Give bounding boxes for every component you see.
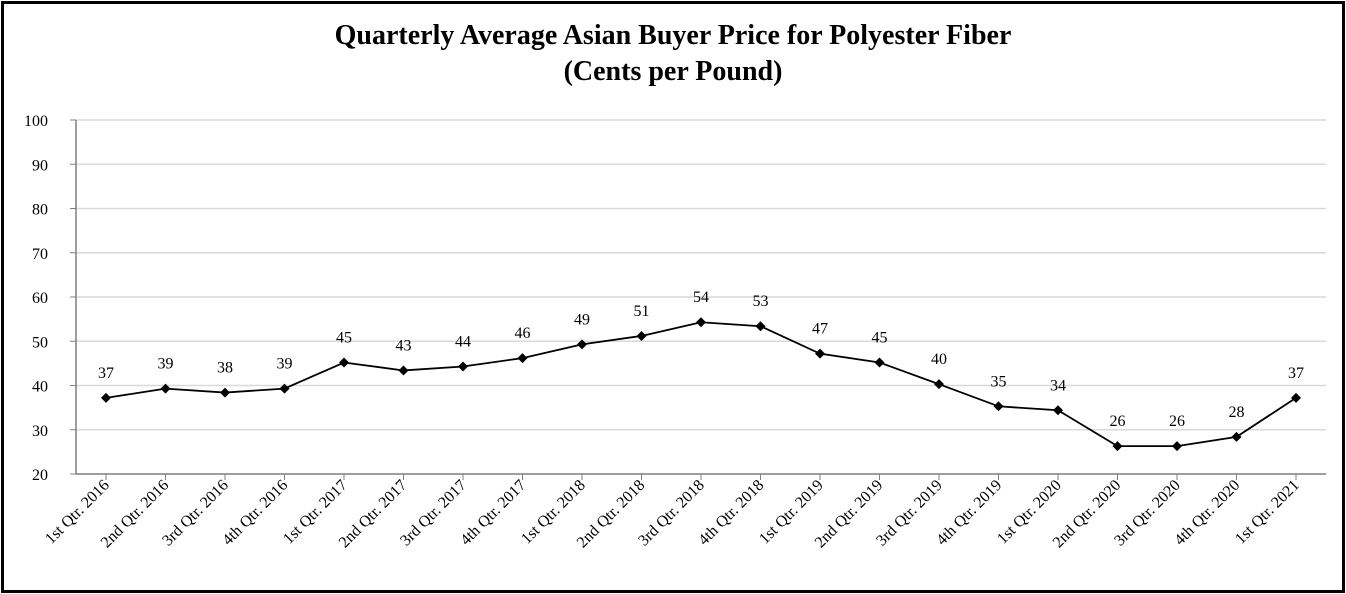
y-tick-label: 50: [32, 334, 48, 351]
chart-title-block: Quarterly Average Asian Buyer Price for …: [4, 18, 1342, 90]
data-label: 40: [931, 351, 947, 368]
data-point-marker: [458, 361, 468, 372]
x-tick-label: 1st Qtr. 2021: [1232, 477, 1303, 548]
y-tick-label: 80: [32, 202, 48, 219]
data-point-marker: [339, 357, 349, 368]
data-point-marker: [577, 339, 587, 350]
data-label: 38: [217, 360, 233, 377]
data-point-marker: [815, 348, 825, 359]
data-point-marker: [874, 357, 885, 368]
data-label: 43: [396, 337, 412, 354]
data-label: 35: [991, 373, 1007, 390]
data-point-marker: [993, 401, 1004, 412]
data-label: 37: [98, 365, 114, 382]
data-label: 45: [872, 329, 888, 346]
data-label: 49: [574, 311, 590, 328]
data-label: 51: [634, 303, 650, 320]
y-tick-label: 30: [32, 423, 48, 440]
data-label: 46: [515, 325, 531, 342]
data-point-marker: [1112, 441, 1123, 452]
data-label: 34: [1050, 377, 1066, 394]
chart-title: Quarterly Average Asian Buyer Price for …: [334, 20, 1012, 51]
data-point-marker: [398, 365, 409, 376]
data-label: 44: [455, 333, 471, 350]
y-tick-label: 90: [32, 157, 48, 174]
data-point-marker: [934, 379, 944, 390]
data-point-marker: [636, 330, 647, 341]
data-point-marker: [696, 317, 706, 328]
data-label: 26: [1110, 413, 1126, 430]
y-tick-label: 70: [32, 246, 48, 263]
data-point-marker: [279, 383, 290, 394]
data-point-marker: [1231, 431, 1242, 442]
data-label: 47: [812, 321, 828, 338]
y-tick-label: 60: [32, 290, 48, 307]
data-label: 39: [158, 356, 174, 373]
data-point-marker: [755, 321, 766, 332]
y-tick-label: 100: [24, 113, 48, 130]
data-point-marker: [1053, 405, 1063, 416]
chart-subtitle: (Cents per Pound): [563, 56, 783, 87]
data-point-marker: [101, 392, 111, 403]
data-label: 45: [336, 329, 352, 346]
data-label: 39: [277, 356, 293, 373]
data-label: 28: [1229, 404, 1245, 421]
y-tick-label: 20: [32, 467, 48, 484]
data-point-marker: [1172, 441, 1182, 452]
data-point-marker: [160, 383, 171, 394]
data-point-marker: [220, 387, 230, 398]
data-label: 53: [753, 293, 769, 310]
y-tick-label: 40: [32, 379, 48, 396]
data-label: 54: [693, 289, 709, 306]
data-point-marker: [517, 353, 528, 364]
data-point-marker: [1291, 392, 1301, 403]
data-label: 26: [1169, 413, 1185, 430]
data-label: 37: [1288, 365, 1304, 382]
